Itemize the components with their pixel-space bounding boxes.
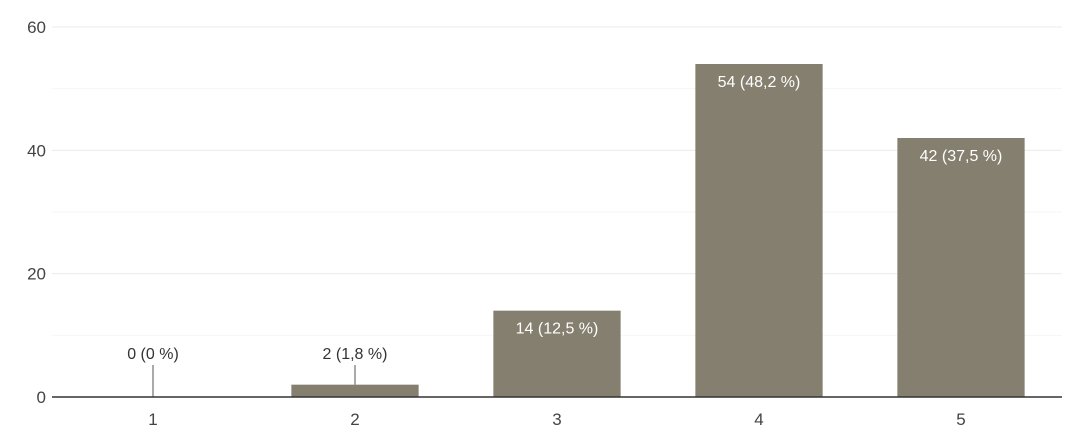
data-labels: 0 (0 %) 2 (1,8 %) 14 (12,5 %) 54 (48,2 %) 42… — [127, 74, 1002, 363]
data-label-2: 2 (1,8 %) — [323, 346, 388, 363]
y-tick-label: 60 — [27, 18, 46, 37]
bar-2 — [291, 384, 419, 397]
y-tick-label: 40 — [27, 141, 46, 160]
y-tick-label: 0 — [37, 388, 46, 407]
x-tick-label: 4 — [754, 410, 763, 429]
bar-4 — [695, 64, 823, 397]
x-tick-label: 3 — [552, 410, 561, 429]
bar-3 — [493, 310, 621, 397]
label-leaders — [152, 365, 356, 397]
bars — [291, 64, 1025, 397]
x-tick-label: 2 — [350, 410, 359, 429]
data-label-3: 14 (12,5 %) — [516, 321, 599, 338]
x-tick-label: 1 — [148, 410, 157, 429]
bar-5 — [897, 138, 1025, 397]
x-tick-label: 5 — [956, 410, 965, 429]
y-axis-ticks: 0 20 40 60 — [27, 18, 46, 407]
gridlines — [52, 26, 1062, 336]
data-label-4: 54 (48,2 %) — [718, 74, 801, 91]
data-label-1: 0 (0 %) — [127, 346, 179, 363]
x-axis-ticks: 1 2 3 4 5 — [148, 410, 965, 429]
y-tick-label: 20 — [27, 265, 46, 284]
data-label-5: 42 (37,5 %) — [920, 148, 1003, 165]
